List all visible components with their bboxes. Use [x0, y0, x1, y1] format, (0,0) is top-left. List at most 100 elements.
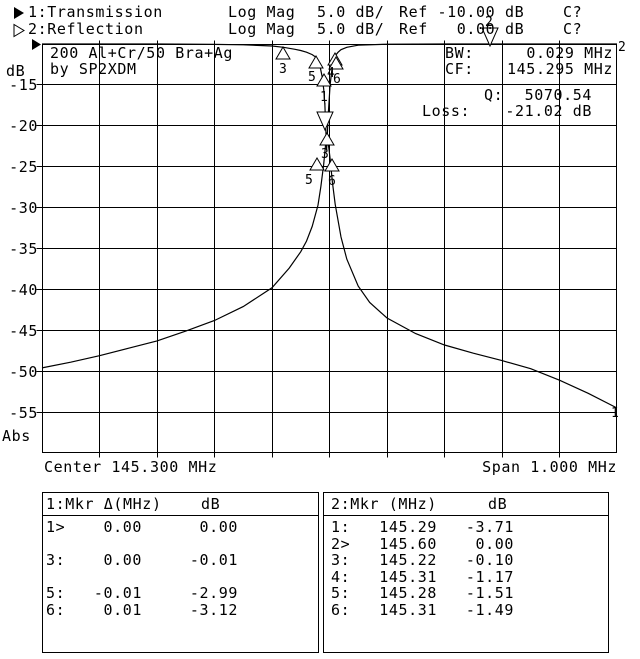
- trace-reflection: [42, 43, 617, 151]
- marker5-ch2-label: 5: [308, 70, 316, 85]
- marker-freq: 145.31: [379, 600, 437, 619]
- marker1-active-icon: [316, 111, 334, 132]
- marker-freq: 145.29: [379, 518, 437, 536]
- marker-db: -1.51: [465, 584, 514, 603]
- table-header-label: 2:Mkr (MHz): [331, 495, 437, 513]
- table-row: 2> 145.60 0.00: [324, 534, 608, 553]
- table-row: 3: 0.00 -0.01: [43, 551, 318, 570]
- marker-id: 3:: [331, 551, 351, 570]
- table-row: 1: 145.29 -3.71: [324, 518, 608, 536]
- marker1-active-label: 1: [320, 90, 328, 105]
- marker-db: -2.99: [189, 584, 238, 603]
- table-row: [43, 568, 318, 585]
- marker6-ch1-label: 6: [328, 174, 336, 189]
- marker-freq: 0.01: [103, 600, 142, 619]
- table-header-label: 1:Mkr Δ(MHz): [46, 495, 162, 513]
- table-header-db: dB: [201, 495, 221, 513]
- table-row: 3: 145.22 -0.10: [324, 551, 608, 570]
- bw-value: 0.029 MHz: [526, 44, 613, 62]
- marker-freq: 145.60: [379, 534, 437, 553]
- marker3-ch2-label: 3: [279, 62, 287, 77]
- y-tick: -25: [9, 157, 38, 176]
- y-axis-unit: dB: [6, 62, 26, 80]
- table-row: 6: 0.01 -3.12: [43, 600, 318, 619]
- marker-freq: 0.00: [103, 551, 142, 570]
- table-row: 1> 0.00 0.00: [43, 518, 318, 536]
- channel2-arrow-icon: [13, 23, 25, 38]
- channel1-active-arrow-icon: [14, 7, 24, 19]
- q-label: Q:: [484, 86, 504, 104]
- table-row: 5: -0.01 -2.99: [43, 584, 318, 603]
- ch1-label: 1:Transmission: [28, 3, 163, 21]
- marker3-ch2-icon: [275, 46, 291, 60]
- marker-id: 5:: [46, 584, 66, 603]
- marker-db: -3.12: [189, 600, 238, 619]
- marker5-ch1-icon: [309, 157, 325, 171]
- marker-db: -3.71: [465, 518, 514, 536]
- table-header-db: dB: [488, 495, 508, 513]
- y-tick: -15: [9, 76, 38, 94]
- marker-table-ch1-header: 1:Mkr Δ(MHz) dB: [43, 493, 318, 516]
- y-tick: -20: [9, 116, 38, 135]
- y-axis-mode: Abs: [2, 427, 31, 445]
- bw-label: BW:: [445, 44, 474, 62]
- marker-id: 1>: [46, 518, 66, 536]
- marker-db: 0.00: [475, 534, 514, 553]
- marker4-ch2-label: 4: [327, 66, 335, 81]
- cf-value: 145.295 MHz: [507, 60, 613, 78]
- ch2-label: 2:Reflection: [28, 20, 144, 38]
- ch2-ref: Ref 0.00 dB: [399, 20, 525, 38]
- loss-value: -21.02 dB: [505, 102, 592, 120]
- q-value: 5070.54: [524, 86, 592, 104]
- marker6-ch2-icon: [328, 56, 344, 70]
- marker-db: -1.49: [465, 600, 514, 619]
- ch2-format: Log Mag: [228, 20, 296, 38]
- plot-annotation-line2: by SP2XDM: [50, 60, 137, 78]
- marker3-ch1-icon: [319, 132, 335, 146]
- ch1-ref: Ref -10.00 dB: [399, 3, 525, 21]
- marker-id: 6:: [331, 600, 351, 619]
- marker1-ch2-icon: [316, 73, 332, 87]
- marker-id: 1:: [331, 518, 351, 536]
- marker-freq: 145.22: [379, 551, 437, 570]
- cf-label: CF:: [445, 60, 474, 78]
- loss-label: Loss:: [422, 102, 471, 120]
- ch1-format: Log Mag: [228, 3, 296, 21]
- marker-freq: -0.01: [93, 584, 142, 603]
- marker-db: -1.17: [465, 567, 514, 586]
- x-axis-span: Span 1.000 MHz: [482, 458, 617, 476]
- marker-table-ch1: 1:Mkr Δ(MHz) dB 1> 0.00 0.00 3: 0.00 -0.01 5…: [42, 492, 319, 653]
- marker-table-ch2-rows: 1: 145.29 -3.71 2> 145.60 0.00 3: 145.22 -0.10…: [324, 518, 608, 619]
- marker3-ch1-label: 3: [321, 147, 329, 162]
- y-tick: -50: [9, 362, 38, 381]
- marker6-ch2-label: 6: [333, 72, 341, 87]
- marker-id: 5:: [331, 584, 351, 603]
- marker-freq: 145.28: [379, 584, 437, 603]
- marker-id: 2>: [331, 534, 351, 553]
- table-row: 6: 145.31 -1.49: [324, 600, 608, 619]
- marker-table-ch1-rows: 1> 0.00 0.00 3: 0.00 -0.01 5: -0.01 -2.99 6: 0.…: [43, 518, 318, 619]
- table-row: [43, 535, 318, 552]
- y-tick: -55: [9, 403, 38, 422]
- ch1-cal-status: C?: [563, 3, 583, 21]
- plot-annotation-line1: 200 Al+Cr/50 Bra+Ag: [50, 44, 233, 62]
- marker-freq: 0.00: [103, 518, 142, 536]
- axis-ticks: [36, 40, 560, 458]
- y-tick: -40: [9, 280, 38, 299]
- ch2-scale: 5.0 dB/: [317, 20, 385, 38]
- marker-table-ch2-header: 2:Mkr (MHz) dB: [324, 493, 608, 516]
- marker-db: -0.01: [189, 551, 238, 570]
- ref-level-pointer-icon: [32, 39, 41, 50]
- y-tick: -45: [9, 321, 38, 340]
- table-row: 5: 145.28 -1.51: [324, 584, 608, 603]
- ch2-cal-status: C?: [563, 20, 583, 38]
- x-axis-center: Center 145.300 MHz: [44, 458, 218, 476]
- trace2-id-label: 2: [618, 40, 626, 55]
- marker2-active-icon: [481, 27, 499, 48]
- y-tick: -35: [9, 239, 38, 258]
- marker6-ch1-icon: [324, 158, 340, 172]
- marker-id: 4:: [331, 567, 351, 586]
- marker-table-ch2: 2:Mkr (MHz) dB 1: 145.29 -3.71 2> 145.60 0.0…: [323, 492, 609, 653]
